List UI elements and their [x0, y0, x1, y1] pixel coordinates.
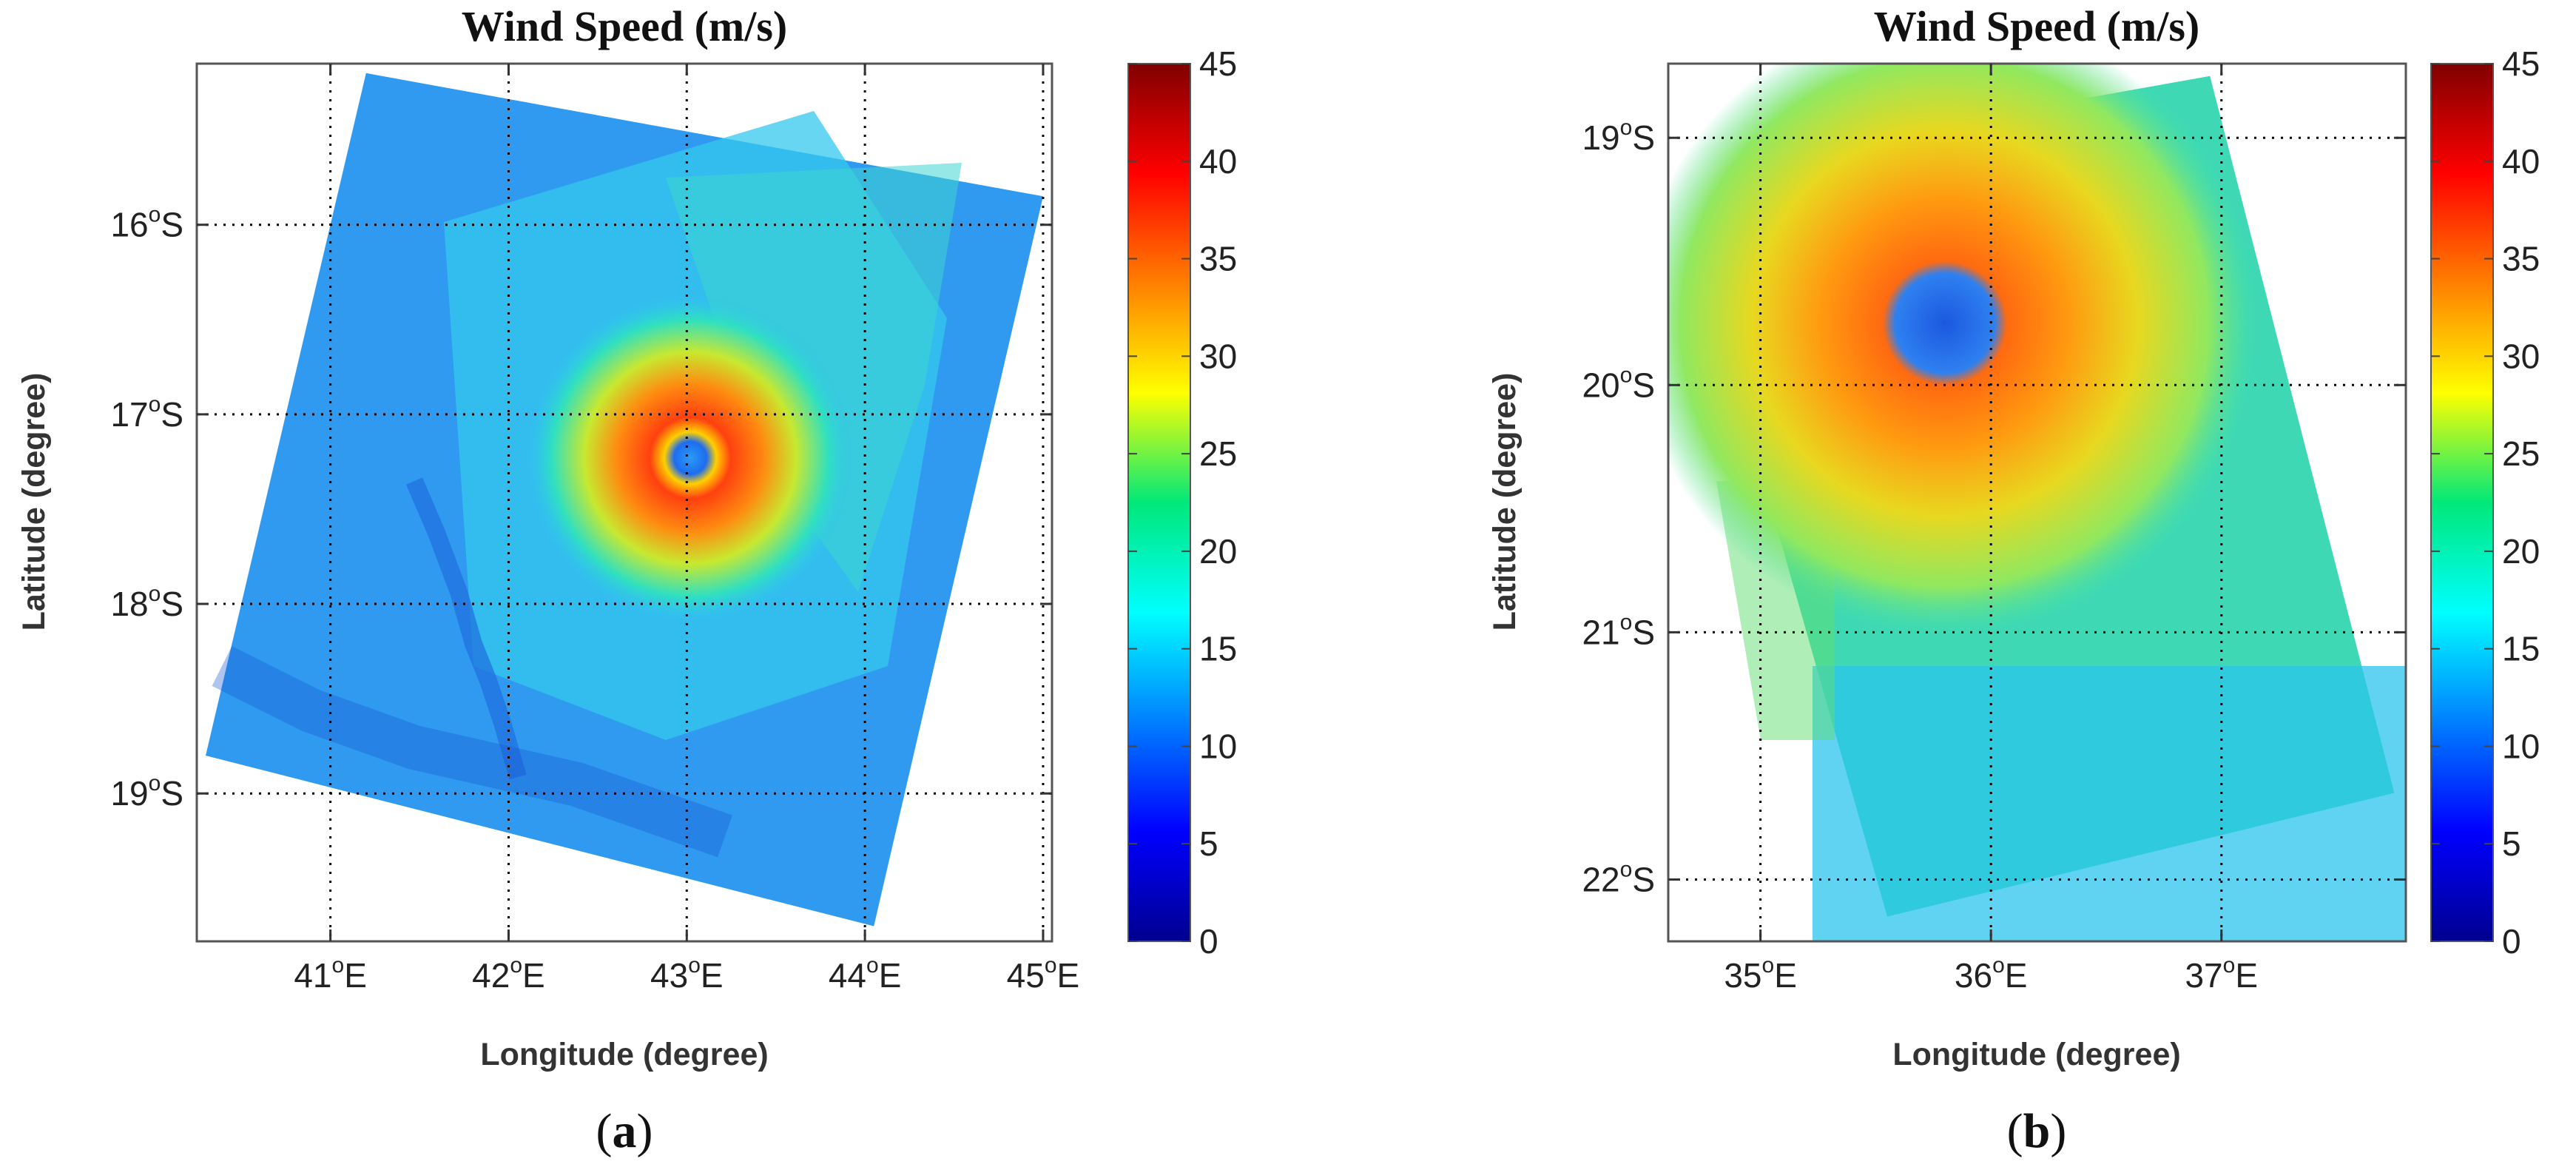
panel-a-cb-label-45: 45 [1199, 44, 1237, 83]
panel-a-cb-label-30: 30 [1199, 337, 1237, 375]
panel-a-y-ticks: 16oS 17oS 18oS 19oS [110, 203, 1052, 813]
panel-b-caption-open: ( [2007, 1104, 2023, 1158]
panel-a-xtick-label-44: 44oE [829, 953, 902, 995]
panel-a-cb-label-40: 40 [1199, 142, 1237, 181]
panel-a-axes-frame [195, 62, 1053, 943]
panel-a-cb-label-0: 0 [1199, 922, 1218, 961]
panel-b-x-axis-label: Longitude (degree) [1892, 1037, 2180, 1072]
panel-b-cb-label-25: 25 [2502, 434, 2540, 473]
panel-a-map-area [206, 73, 1043, 927]
panel-b-x-ticks: 35oE 36oE 37oE [1724, 64, 2258, 995]
panel-a-gridlines [197, 64, 1052, 941]
panel-b-cb-label-15: 15 [2502, 630, 2540, 668]
panel-a-caption: (a) [596, 1104, 653, 1158]
panel-b-caption: (b) [2007, 1104, 2067, 1158]
panel-a: Wind Speed (m/s) 41oE 42oE 43oE 44oE 45oE 16… [16, 2, 1237, 1158]
panel-b-y-ticks: 19oS 20oS 21oS 22oS [1582, 115, 2406, 898]
panel-a-caption-close: ) [637, 1104, 653, 1158]
panel-b-ytick-label-22: 22oS [1582, 857, 1655, 898]
panel-b-ytick-label-21: 21oS [1582, 610, 1655, 651]
panel-a-xtick-label-41: 41oE [294, 953, 367, 995]
panel-b-cb-label-30: 30 [2502, 337, 2540, 375]
panel-b-cb-label-20: 20 [2502, 532, 2540, 571]
panel-a-y-axis-label: Latitude (degree) [16, 373, 52, 631]
panel-b-cb-label-5: 5 [2502, 824, 2521, 863]
panel-b-axes-frame [1667, 62, 2407, 943]
panel-a-calm-band-2 [212, 646, 732, 858]
panel-a-colorbar [1127, 63, 1191, 942]
panel-b-caption-letter: b [2023, 1104, 2051, 1158]
panel-a-ytick-label-18: 18oS [110, 582, 183, 623]
panel-b-ytick-label-19: 19oS [1582, 115, 1655, 157]
panel-b: Wind Speed (m/s) 35oE 36oE 37oE 19oS 20oS 21… [1487, 2, 2540, 1158]
panel-b-xtick-label-35: 35oE [1724, 953, 1797, 995]
panel-b-cb-label-40: 40 [2502, 142, 2540, 181]
panel-a-cb-label-25: 25 [1199, 434, 1237, 473]
panel-b-ytick-label-20: 20oS [1582, 363, 1655, 404]
panel-b-map-area [1668, 64, 2406, 941]
panel-a-cb-label-20: 20 [1199, 532, 1237, 571]
panel-a-xtick-label-43: 43oE [650, 953, 724, 995]
panel-a-colorbar-ticks: 0 5 10 15 20 25 30 35 40 45 [1128, 44, 1237, 961]
panel-a-xtick-label-45: 45oE [1007, 953, 1080, 995]
panel-b-cb-label-10: 10 [2502, 727, 2540, 765]
panel-b-xtick-label-36: 36oE [1955, 953, 2028, 995]
panel-a-calm-band [405, 477, 527, 780]
panel-a-eyewall [527, 295, 854, 621]
panel-b-xtick-label-37: 37oE [2185, 953, 2258, 995]
panel-b-y-axis-label: Latitude (degree) [1487, 373, 1523, 631]
panel-a-cb-label-15: 15 [1199, 630, 1237, 668]
panel-a-x-ticks: 41oE 42oE 43oE 44oE 45oE [294, 64, 1079, 995]
panel-a-ytick-label-17: 17oS [110, 392, 183, 434]
panel-b-cb-label-0: 0 [2502, 922, 2521, 961]
panel-b-title: Wind Speed (m/s) [1874, 2, 2199, 50]
panel-b-caption-close: ) [2050, 1104, 2066, 1158]
panel-a-caption-open: ( [596, 1104, 613, 1158]
panel-a-title: Wind Speed (m/s) [462, 2, 787, 50]
panel-b-cb-label-45: 45 [2502, 44, 2540, 83]
panel-a-x-axis-label: Longitude (degree) [480, 1037, 768, 1072]
panel-a-ytick-label-19: 19oS [110, 771, 183, 813]
panel-a-xtick-label-42: 42oE [472, 953, 545, 995]
panel-a-ytick-label-16: 16oS [110, 203, 183, 244]
panel-b-colorbar-ticks: 0 5 10 15 20 25 30 35 40 45 [2431, 44, 2540, 961]
panel-b-colorbar [2430, 63, 2494, 942]
panel-a-cb-label-10: 10 [1199, 727, 1237, 765]
panel-a-cb-label-5: 5 [1199, 824, 1218, 863]
panel-b-cb-label-35: 35 [2502, 240, 2540, 278]
panel-b-gridlines [1668, 64, 2406, 941]
panel-a-caption-letter: a [613, 1104, 637, 1158]
panel-b-southern-calm-zone [1813, 666, 2406, 941]
panel-a-cb-label-35: 35 [1199, 240, 1237, 278]
panel-b-eyewall [1668, 64, 2256, 634]
